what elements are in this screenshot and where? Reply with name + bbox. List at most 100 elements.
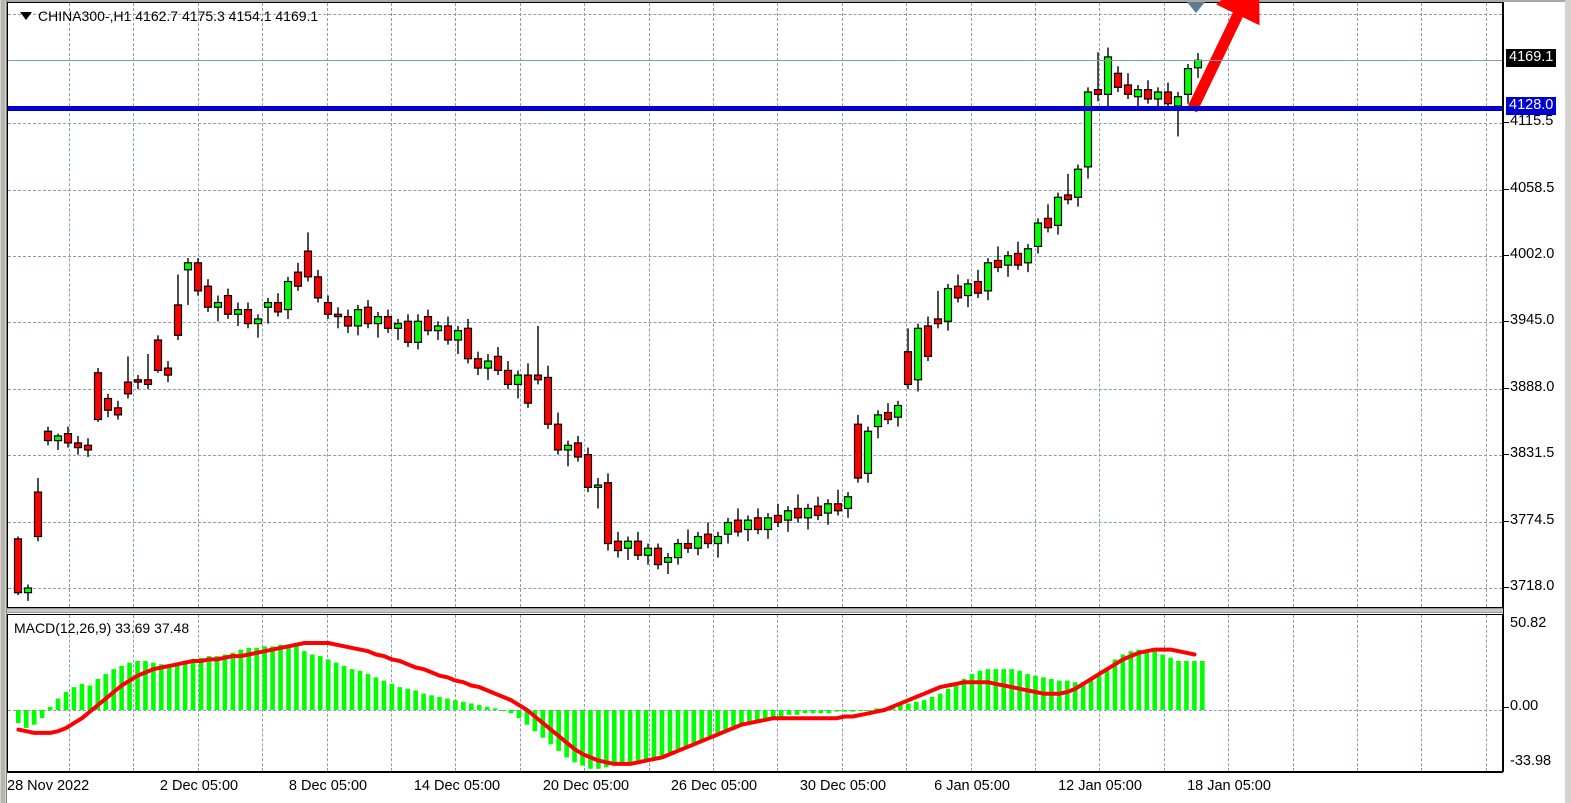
macd-tick-label: 50.82	[1510, 615, 1547, 631]
price-gridline	[8, 455, 1502, 457]
macd-histogram-bar	[540, 710, 546, 738]
macd-histogram-bar	[1128, 651, 1134, 710]
candle	[183, 258, 193, 305]
macd-histogram-bar	[135, 661, 140, 710]
time-gridline	[906, 615, 907, 771]
left-scrollbar-edge[interactable]	[0, 0, 7, 803]
price-tick-label: 3718.0	[1510, 578, 1555, 594]
macd-histogram-bar	[39, 710, 45, 719]
time-gridline	[584, 3, 585, 607]
support-line[interactable]	[8, 106, 1502, 112]
candle	[1163, 82, 1173, 109]
time-tick-label: 6 Jan 05:00	[934, 778, 1010, 794]
candle	[203, 279, 213, 312]
macd-series	[16, 641, 1205, 769]
macd-histogram-bar	[1064, 680, 1070, 710]
time-gridline	[1421, 3, 1422, 607]
candle	[1083, 87, 1093, 179]
macd-pane[interactable]: MACD(12,26,9) 33.69 37.48	[7, 614, 1503, 772]
candle	[713, 531, 723, 558]
candle	[683, 529, 693, 553]
time-gridline	[327, 615, 328, 771]
price-gridline	[8, 13, 1502, 15]
macd-histogram-bar	[238, 649, 244, 710]
time-gridline	[1099, 615, 1100, 771]
macd-histogram-bar	[397, 687, 403, 710]
time-gridline	[455, 615, 456, 771]
symbol-header-label: CHINA300-,H1 4162.7 4175.3 4154.1 4169.1	[38, 8, 319, 24]
candle	[653, 543, 663, 570]
macd-histogram-bar	[286, 644, 291, 710]
time-gridline	[1421, 615, 1422, 771]
time-gridline	[1164, 615, 1165, 771]
candle	[543, 365, 553, 429]
macd-histogram-bar	[977, 670, 983, 710]
scale-tick	[1504, 188, 1509, 190]
price-chart-pane[interactable]: CHINA300-,H1 4162.7 4175.3 4154.1 4169.1	[7, 2, 1503, 608]
candle	[433, 321, 443, 340]
macd-histogram-bar	[302, 651, 307, 710]
macd-histogram-bar	[1192, 661, 1197, 710]
macd-histogram-bar	[55, 698, 61, 710]
candle	[893, 400, 903, 427]
symbol-header[interactable]: CHINA300-,H1 4162.7 4175.3 4154.1 4169.1	[20, 8, 318, 24]
macd-histogram-bar	[1088, 680, 1094, 710]
macd-histogram-bar	[548, 710, 554, 745]
price-tick-label: 3831.5	[1510, 445, 1555, 462]
macd-histogram-bar	[1009, 669, 1014, 710]
candle	[1143, 80, 1153, 104]
time-gridline	[327, 3, 328, 607]
candle	[783, 506, 793, 532]
price-tick-label: 4002.0	[1510, 245, 1555, 262]
time-gridline	[133, 3, 134, 607]
left-scrollbar-track[interactable]	[1, 0, 5, 803]
candle	[1113, 66, 1123, 92]
scale-tick	[1504, 321, 1509, 323]
macd-histogram-bar	[770, 710, 776, 719]
time-gridline	[1164, 3, 1165, 607]
macd-histogram-bar	[1017, 670, 1022, 710]
candle	[1123, 73, 1133, 100]
macd-histogram-bar	[1057, 680, 1062, 710]
time-gridline	[713, 615, 714, 771]
candle	[1043, 204, 1053, 233]
candle	[323, 295, 333, 319]
price-gridline	[8, 588, 1502, 589]
price-scale[interactable]: 4115.5 4058.5 4002.0 3945.0 3888.0 3831.5 3774…	[1503, 2, 1565, 772]
candle	[353, 304, 363, 336]
candle	[493, 347, 503, 376]
time-gridline	[1228, 3, 1229, 607]
time-gridline	[1293, 615, 1294, 771]
macd-histogram-bar	[723, 710, 728, 730]
pane-divider[interactable]	[7, 608, 1564, 613]
macd-histogram-bar	[317, 656, 323, 710]
candle	[243, 302, 253, 329]
candle	[853, 414, 863, 483]
macd-histogram-bar	[87, 685, 93, 710]
macd-histogram-bar	[929, 696, 935, 710]
time-gridline	[262, 3, 263, 607]
time-gridline	[1035, 615, 1036, 771]
candle	[883, 403, 893, 425]
macd-histogram-bar	[166, 664, 172, 710]
macd-histogram-bar	[421, 693, 426, 710]
time-gridline	[906, 3, 907, 607]
time-tick-label: 2 Dec 05:00	[159, 778, 239, 794]
time-tick-label: 8 Dec 05:00	[288, 778, 368, 794]
price-gridline	[8, 189, 1502, 191]
macd-zero-gridline	[8, 710, 1502, 711]
macd-histogram-bar	[437, 696, 442, 710]
price-gridline	[8, 322, 1502, 324]
macd-histogram-bar	[755, 710, 760, 722]
macd-histogram-bar	[381, 680, 387, 710]
macd-histogram-bar	[945, 688, 951, 710]
macd-histogram-bar	[913, 701, 919, 710]
macd-histogram-bar	[937, 693, 943, 710]
time-tick-label: 26 Dec 05:00	[670, 778, 758, 794]
macd-histogram-bar	[635, 710, 641, 761]
triangle-down-icon[interactable]	[20, 12, 32, 20]
candle	[663, 552, 673, 574]
time-gridline	[649, 3, 650, 607]
candle	[133, 375, 143, 390]
time-gridline	[971, 615, 972, 771]
